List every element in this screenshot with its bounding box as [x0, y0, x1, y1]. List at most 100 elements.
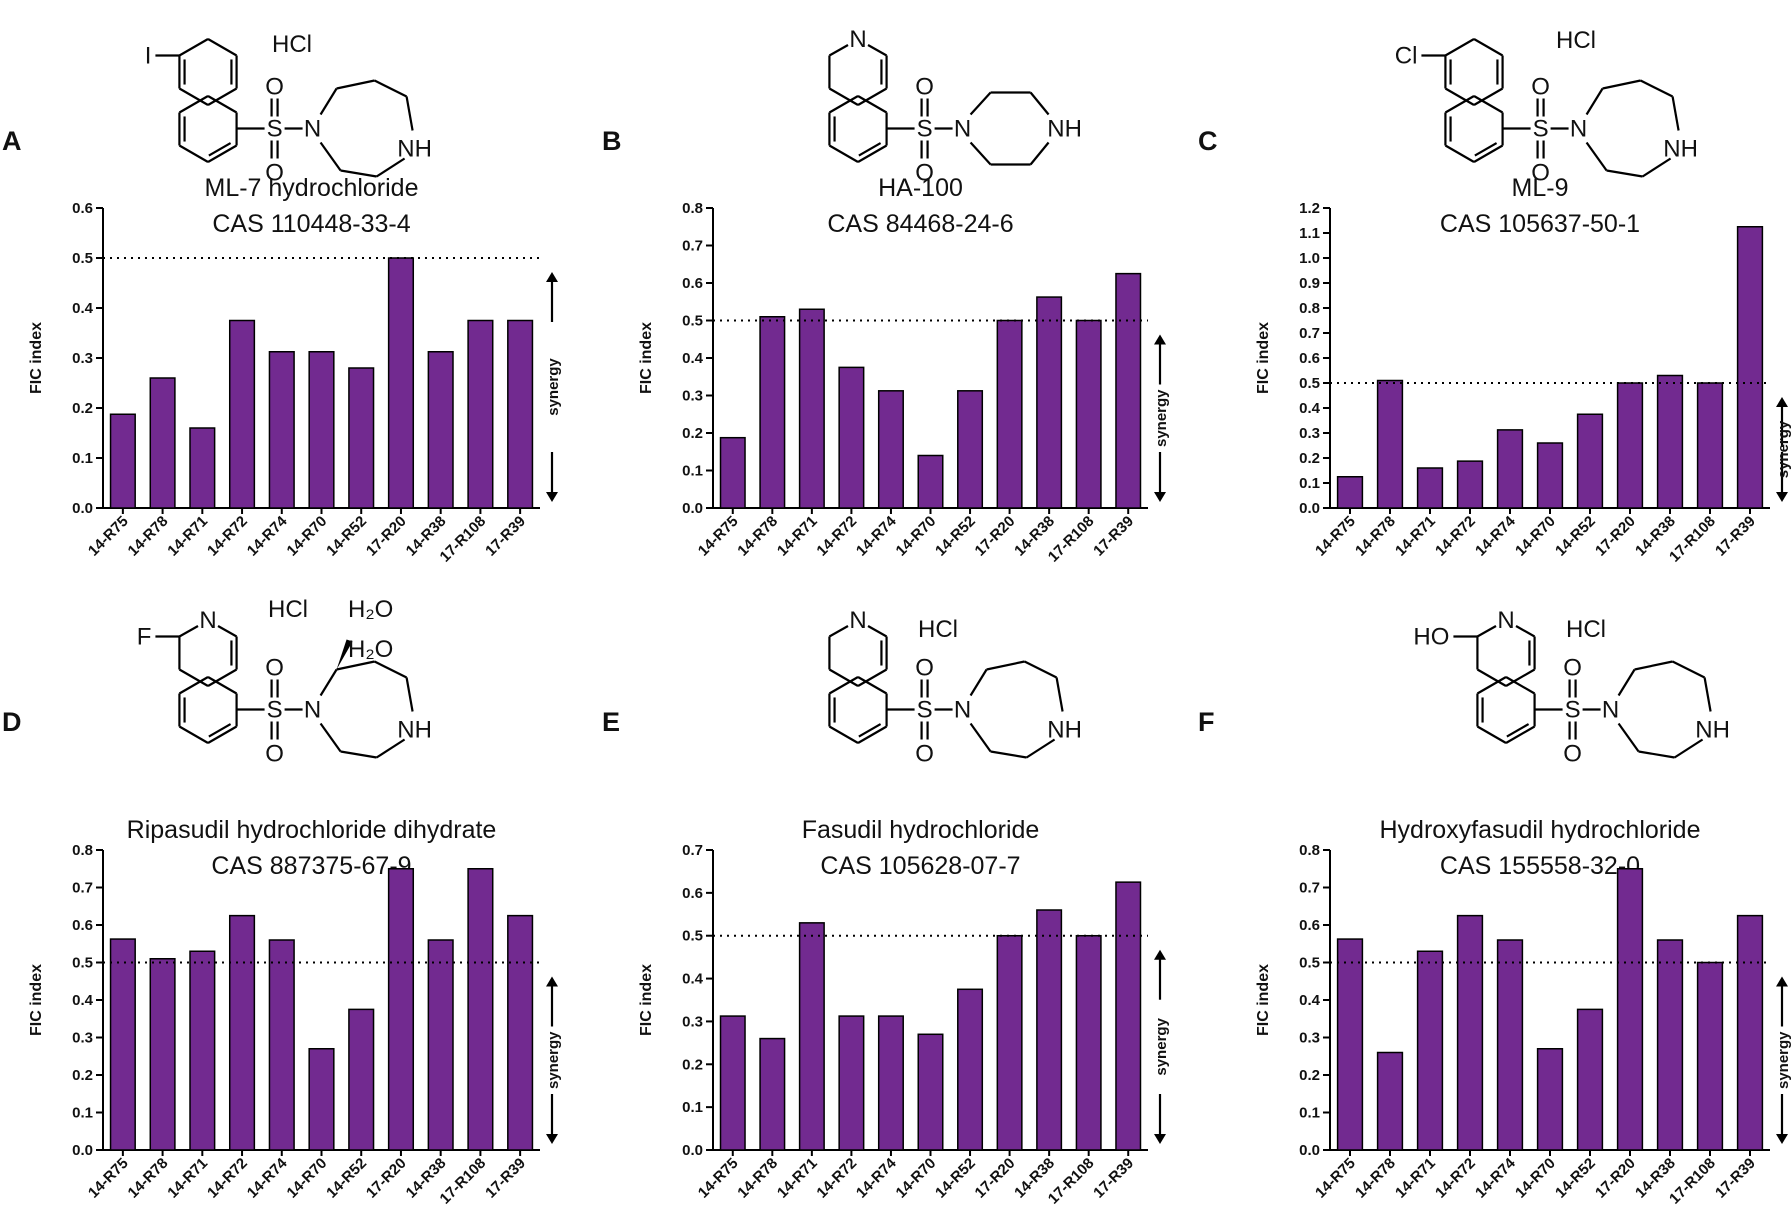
amine-ring-bond	[1602, 79, 1641, 90]
amine-ring-bond	[1585, 141, 1608, 172]
bar-17-r108	[467, 868, 494, 1151]
x-tick-label: 14-R71	[774, 513, 821, 560]
bar-17-r20	[1616, 868, 1644, 1151]
y-tick-label: 0.1	[72, 450, 93, 467]
chart-title-line2: CAS 110448-33-4	[212, 210, 410, 238]
chart-title-line1: Fasudil hydrochloride	[802, 816, 1040, 844]
x-tick-label: 14-R70	[284, 513, 331, 560]
sulfur-atom: S	[917, 697, 933, 724]
chart-title-line2: CAS 84468-24-6	[827, 210, 1013, 238]
bar-14-r75	[719, 1015, 746, 1151]
ring-bond	[1444, 38, 1475, 57]
chart-title-line1: ML-7 hydrochloride	[205, 174, 419, 202]
x-tick-label: 14-R52	[1552, 513, 1599, 560]
oxygen-atom: O	[915, 655, 934, 682]
panel-label: A	[2, 126, 22, 156]
ring-bond	[1476, 676, 1507, 695]
double-bond	[858, 723, 882, 738]
ring-bond	[828, 725, 859, 744]
chart-title-line2: CAS 155558-32-0	[1440, 852, 1640, 880]
x-tick-label: 14-R52	[323, 513, 370, 560]
ring-bond	[217, 625, 238, 638]
bar-14-r71	[798, 308, 825, 509]
chart-title-line1: ML-9	[1512, 174, 1569, 202]
ring-bond	[207, 38, 238, 57]
y-axis-label: FIC index	[28, 322, 45, 394]
ring-nitrogen-atom: N	[199, 607, 216, 634]
ring-bond	[857, 144, 888, 163]
amine-ring-bond	[336, 660, 375, 671]
y-tick-label: 0.0	[682, 1142, 703, 1159]
x-tick-label: 17-R20	[1592, 513, 1639, 560]
bar-14-r78	[759, 316, 786, 509]
x-tick-label: 14-R72	[1432, 1155, 1479, 1202]
double-bond	[858, 142, 882, 157]
amine-nitrogen-atom: N	[954, 116, 971, 143]
amine-ring-bond	[1617, 722, 1640, 753]
ring-bond	[857, 95, 888, 114]
amine-nitrogen-atom: N	[304, 116, 321, 143]
y-tick-label: 0.2	[682, 425, 703, 442]
bar-14-r75	[1336, 938, 1364, 1151]
panel-label: D	[2, 707, 22, 737]
y-tick-label: 0.3	[72, 1030, 93, 1047]
amine-ring-bond	[990, 750, 1027, 759]
sulfur-atom: S	[1533, 116, 1549, 143]
double-bond	[1474, 142, 1498, 157]
panel-label: B	[602, 126, 622, 156]
amine-ring-bond	[1673, 738, 1704, 759]
oxygen-atom: O	[1531, 160, 1550, 187]
ring-bond	[1505, 725, 1536, 744]
y-tick-label: 0.3	[72, 350, 93, 367]
ring-bond	[1515, 625, 1536, 638]
x-tick-label: 17-R20	[363, 1155, 410, 1202]
x-tick-label: 14-R78	[734, 513, 781, 560]
x-tick-label: 14-R52	[323, 1155, 370, 1202]
bar-17-r20	[1616, 382, 1644, 509]
y-tick-label: 0.1	[1299, 475, 1320, 492]
ring-bond	[828, 676, 859, 695]
bar-14-r72	[838, 366, 865, 509]
amine-nitrogen-atom: N	[1570, 116, 1587, 143]
x-tick-label: 14-R75	[1312, 513, 1359, 560]
ring-bond	[867, 625, 888, 638]
substituent-atom: I	[145, 43, 152, 70]
amine-nh-atom: NH	[1047, 116, 1082, 143]
x-tick-label: 14-R72	[813, 1155, 860, 1202]
amine-nitrogen-atom: N	[304, 697, 321, 724]
bar-14-r72	[1456, 914, 1484, 1151]
ring-bond	[828, 95, 859, 114]
amine-ring-bond	[1617, 668, 1636, 697]
arrow-head-up	[1776, 976, 1788, 987]
chart-title-line2: CAS 105628-07-7	[820, 852, 1020, 880]
chart-panel-a: A ML-7 hydrochloride CAS 110448-33-4 I SO ON N…	[2, 31, 562, 566]
y-tick-label: 0.4	[1299, 992, 1321, 1009]
x-tick-label: 14-R74	[244, 1154, 291, 1201]
ring-nitrogen-atom: N	[849, 607, 866, 634]
oxygen-atom: O	[915, 160, 934, 187]
salt-label: H₂O	[348, 596, 393, 623]
y-tick-label: 0.6	[1299, 917, 1320, 934]
ring-bond	[857, 668, 888, 687]
ring-bond	[828, 44, 849, 57]
x-tick-label: 14-R70	[1512, 513, 1559, 560]
synergy-label: synergy	[545, 358, 562, 416]
ring-bond	[178, 144, 209, 163]
oxygen-atom: O	[265, 741, 284, 768]
bar-14-r52	[1576, 413, 1604, 509]
x-tick-label: 17-R20	[972, 513, 1019, 560]
ring-bond	[1473, 144, 1504, 163]
bar-14-r74	[1496, 429, 1524, 509]
ring-bond	[178, 87, 209, 106]
amine-ring-bond	[1024, 660, 1058, 679]
x-tick-label: 14-R72	[1432, 513, 1479, 560]
y-axis-label: FIC index	[638, 964, 655, 1036]
arrow-head-up	[1154, 949, 1166, 960]
chart-title-line2: CAS 887375-67-9	[211, 852, 411, 880]
y-tick-label: 0.2	[1299, 450, 1320, 467]
y-tick-label: 0.3	[682, 1013, 703, 1030]
salt-label: HCl	[272, 31, 312, 58]
